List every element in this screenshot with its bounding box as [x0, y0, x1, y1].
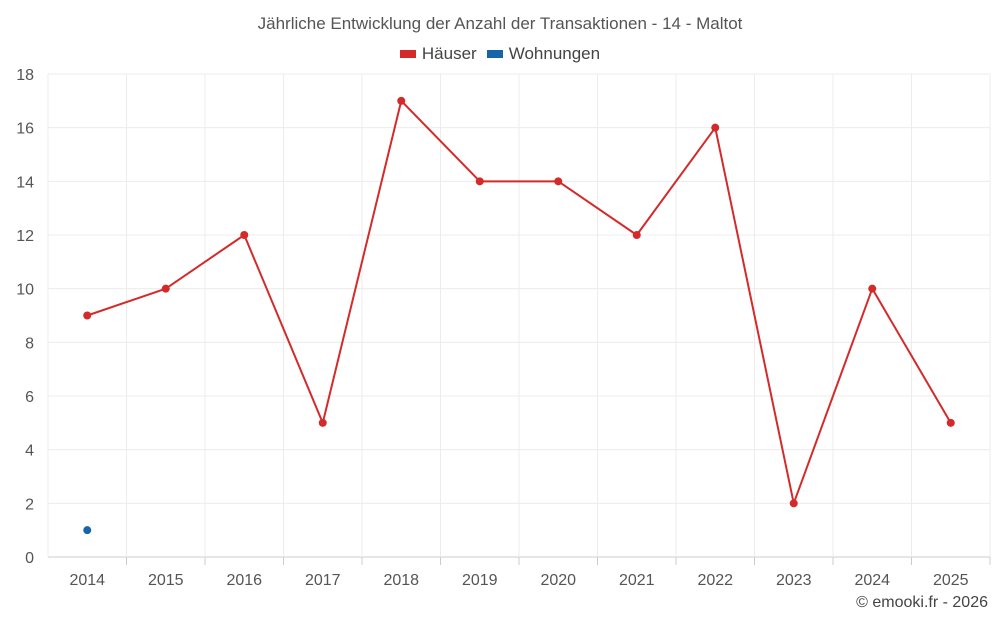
- y-tick-label: 10: [16, 282, 34, 299]
- x-tick-label: 2020: [540, 572, 576, 589]
- y-tick-label: 16: [16, 121, 34, 138]
- legend-swatch-haeuser: [399, 50, 416, 58]
- data-point: [554, 177, 563, 186]
- x-tick-label: 2017: [305, 572, 341, 589]
- legend-item-haeuser[interactable]: Häuser: [399, 44, 477, 64]
- x-tick-label: 2022: [697, 572, 733, 589]
- data-point: [83, 311, 92, 320]
- data-point: [161, 284, 170, 293]
- chart-title: Jährliche Entwicklung der Anzahl der Tra…: [257, 14, 743, 33]
- data-point: [318, 418, 327, 427]
- x-tick-label: 2023: [776, 572, 812, 589]
- x-tick-label: 2016: [226, 572, 262, 589]
- x-tick-label: 2025: [933, 572, 969, 589]
- x-tick-label: 2014: [69, 572, 105, 589]
- data-point: [711, 123, 720, 132]
- y-tick-label: 12: [16, 228, 34, 245]
- y-tick-label: 0: [25, 550, 34, 567]
- x-tick-label: 2015: [148, 572, 184, 589]
- legend-label-haeuser: Häuser: [421, 44, 477, 63]
- y-tick-label: 8: [25, 335, 34, 352]
- data-point: [83, 526, 92, 535]
- data-point: [632, 231, 641, 239]
- legend-swatch-wohnungen: [486, 50, 503, 58]
- legend-label-wohnungen: Wohnungen: [508, 44, 601, 63]
- legend-item-wohnungen[interactable]: Wohnungen: [486, 44, 601, 64]
- data-point: [475, 177, 484, 186]
- y-tick-label: 14: [16, 174, 34, 191]
- series-line-0: [86, 99, 952, 505]
- credit: © emooki.fr - 2026: [856, 594, 988, 611]
- legend: Häuser Wohnungen: [0, 44, 1000, 64]
- y-tick-label: 6: [25, 389, 34, 406]
- y-tick-label: 4: [25, 443, 34, 460]
- x-tick-label: 2021: [619, 572, 655, 589]
- x-tick-label: 2018: [383, 572, 419, 589]
- x-tick-label: 2024: [854, 572, 890, 589]
- data-point: [868, 284, 877, 293]
- y-tick-label: 18: [16, 67, 34, 84]
- y-tick-label: 2: [25, 496, 34, 513]
- data-point: [240, 231, 249, 239]
- data-point: [789, 499, 798, 508]
- x-tick-label: 2019: [462, 572, 498, 589]
- data-point: [397, 96, 406, 105]
- data-point: [946, 418, 955, 427]
